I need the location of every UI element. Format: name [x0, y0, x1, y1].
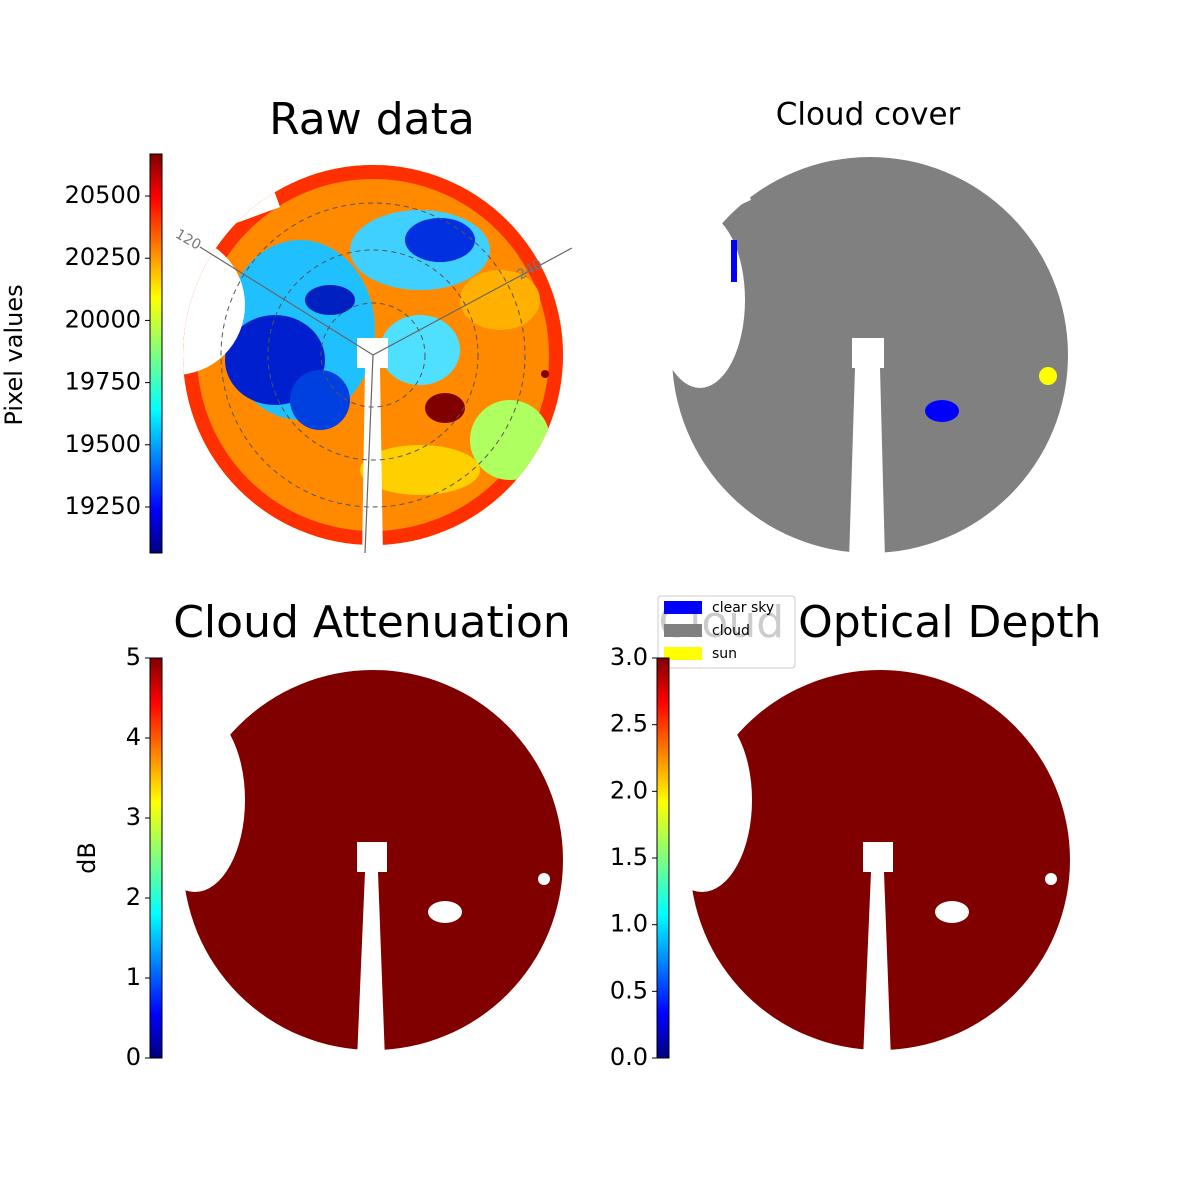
colorbar-tick-label: 20500 [65, 181, 141, 209]
cloud-cover-image [648, 136, 1068, 560]
panel-title: Cloud Attenuation [173, 597, 571, 648]
colorbar-tick-label: 2 [126, 883, 141, 911]
colorbar-tick-label: 0.5 [610, 976, 648, 1004]
colorbar-tick-label: 19750 [65, 368, 141, 396]
colorbar [149, 153, 163, 554]
legend-label: cloud [712, 623, 750, 639]
legend-label: sun [712, 646, 737, 662]
colorbar-tick-label: 5 [126, 643, 141, 671]
colorbar-tick-label: 4 [126, 723, 141, 751]
legend-swatch [664, 647, 702, 660]
colorbar-tick-label: 3.0 [610, 643, 648, 671]
angle-label: 120 [172, 226, 203, 253]
colorbar-tick-label: 1.5 [610, 843, 648, 871]
colorbar-tick-label: 3 [126, 803, 141, 831]
colorbar-tick-label: 20000 [65, 305, 141, 333]
colorbar-tick-label: 0.0 [610, 1043, 648, 1071]
panel-title: Raw data [269, 94, 475, 145]
colorbar [656, 657, 670, 1059]
colorbar-tick-label: 19250 [65, 492, 141, 520]
colorbar-tick-label: 0 [126, 1043, 141, 1071]
colorbar-tick-label: 20250 [65, 243, 141, 271]
colorbar-tick-label: 19500 [65, 430, 141, 458]
optical-depth-image [644, 632, 1070, 1060]
colorbar-tick-label: 1.0 [610, 910, 648, 938]
raw-image [183, 165, 573, 560]
colorbar-tick-label: 2.0 [610, 776, 648, 804]
attenuation-image [137, 632, 563, 1060]
colorbar-label: dB [73, 842, 101, 874]
legend-swatch [664, 624, 702, 637]
colorbar-tick-label: 2.5 [610, 710, 648, 738]
legend-swatch [664, 601, 702, 614]
colorbar-label: Pixel values [0, 284, 28, 425]
legend: clear sky cloud sun [657, 595, 796, 669]
legend-label: clear sky [712, 600, 774, 616]
colorbar [149, 657, 163, 1059]
colorbar-tick-label: 1 [126, 963, 141, 991]
panel-title: Cloud cover [776, 97, 961, 133]
